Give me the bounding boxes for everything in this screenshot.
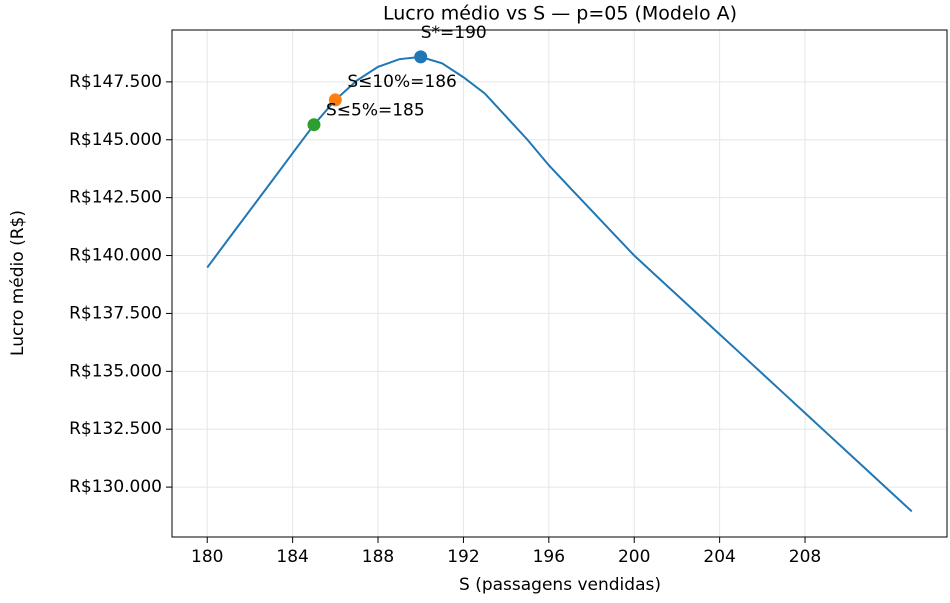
highlight-point <box>414 50 428 64</box>
y-tick-label: R$145.000 <box>69 130 162 150</box>
chart-title: Lucro médio vs S — p=05 (Modelo A) <box>383 3 737 25</box>
x-tick-label: 184 <box>276 547 308 567</box>
y-tick-label: R$140.000 <box>69 246 162 266</box>
plot-frame <box>171 29 948 538</box>
x-tick-label: 196 <box>533 547 565 567</box>
highlight-point <box>328 93 342 107</box>
x-tick-label: 204 <box>703 547 735 567</box>
point-annotation: S≤10%=186 <box>347 72 457 92</box>
y-axis-label: Lucro médio (R$) <box>8 210 28 356</box>
y-tick-label: R$147.500 <box>69 72 162 92</box>
highlight-point <box>307 118 321 132</box>
x-tick-label: 208 <box>789 547 821 567</box>
x-tick-label: 180 <box>191 547 223 567</box>
x-axis-label: S (passagens vendidas) <box>459 575 661 595</box>
x-tick-label: 200 <box>618 547 650 567</box>
x-tick-label: 188 <box>362 547 394 567</box>
x-tick-label: 192 <box>447 547 479 567</box>
y-tick-label: R$130.000 <box>69 477 162 497</box>
point-annotation: S*=190 <box>421 23 487 43</box>
line-series <box>206 55 913 513</box>
y-tick-label: R$135.000 <box>69 361 162 381</box>
y-tick-label: R$142.500 <box>69 188 162 208</box>
y-tick-label: R$137.500 <box>69 303 162 323</box>
y-tick-label: R$132.500 <box>69 419 162 439</box>
point-annotation: S≤5%=185 <box>326 101 425 121</box>
